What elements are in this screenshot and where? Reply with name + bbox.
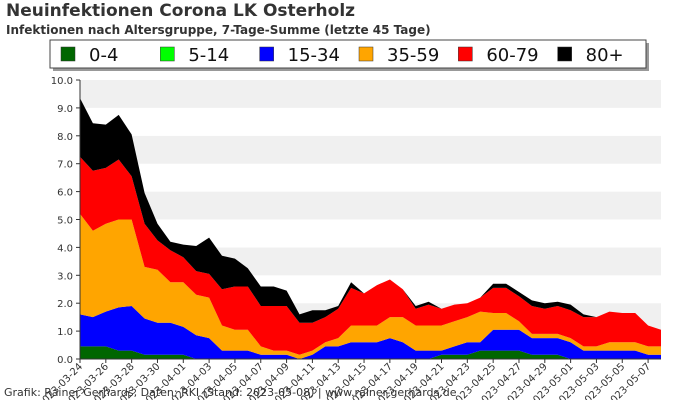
- legend-swatch-35-59: [358, 46, 374, 62]
- legend-label-60-79: 60-79: [486, 45, 538, 66]
- grid-band: [80, 107, 661, 136]
- y-tick-label: 1.0: [57, 327, 73, 338]
- y-tick-label: 7.0: [57, 160, 73, 171]
- chart-title: Neuinfektionen Corona LK Osterholz: [6, 1, 356, 21]
- y-tick-label: 3.0: [57, 271, 73, 282]
- y-tick-label: 6.0: [57, 188, 73, 199]
- y-tick-label: 10.0: [51, 76, 73, 87]
- grid-band: [80, 135, 661, 164]
- legend-label-5-14: 5-14: [188, 45, 229, 66]
- legend-box: [49, 39, 647, 69]
- legend-swatch-60-79: [458, 46, 473, 62]
- y-tick-label: 4.0: [57, 243, 73, 254]
- y-tick-label: 9.0: [57, 104, 73, 115]
- y-tick-label: 0.0: [57, 355, 73, 366]
- chart-credit: Grafik: Rainer Gerhards, Daten: RKI (Sta…: [4, 386, 457, 399]
- legend-swatch-5-14: [160, 46, 175, 62]
- y-tick-label: 8.0: [57, 132, 73, 143]
- legend-swatch-15-34: [259, 46, 274, 62]
- grid-band: [80, 219, 661, 248]
- series-area-80+: [80, 98, 661, 330]
- legend-label-15-34: 15-34: [288, 45, 340, 66]
- grid-band: [80, 191, 661, 220]
- series-area-0-4: [80, 346, 661, 359]
- y-tick-label: 2.0: [57, 299, 73, 310]
- legend-label-35-59: 35-59: [387, 45, 439, 66]
- series-area-35-59: [80, 213, 661, 359]
- legend-label-0-4: 0-4: [89, 45, 118, 66]
- series-area-15-34: [80, 306, 661, 359]
- series-area-60-79: [80, 156, 661, 355]
- grid-band: [80, 163, 661, 192]
- grid-band: [80, 80, 661, 108]
- chart-subtitle: Infektionen nach Altersgruppe, 7-Tage-Su…: [6, 23, 431, 37]
- legend-label-80+: 80+: [586, 45, 624, 66]
- legend-swatch-0-4: [60, 46, 76, 62]
- legend-swatch-80+: [557, 46, 572, 62]
- y-tick-label: 5.0: [57, 216, 73, 227]
